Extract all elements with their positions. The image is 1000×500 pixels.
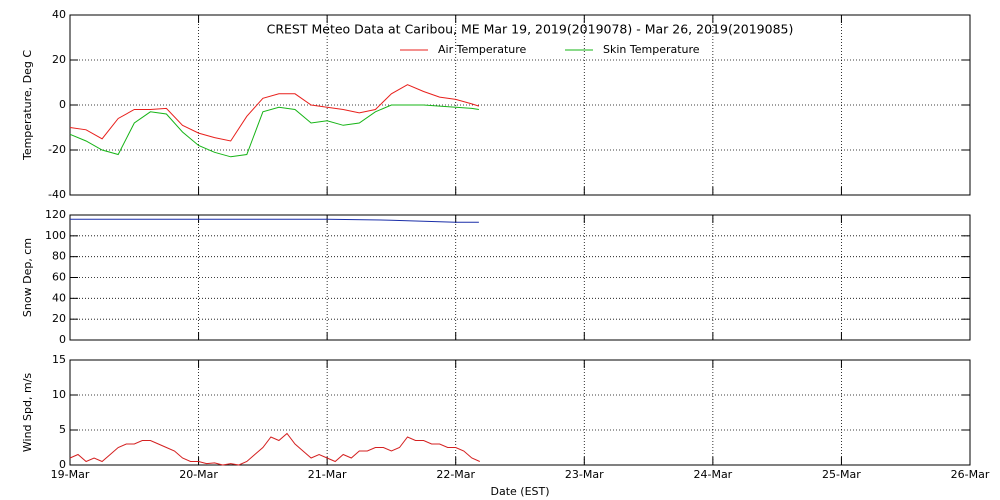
y-tick-label: 100 [45,229,66,242]
y-tick-label: 20 [52,312,66,325]
x-tick-label: 21-Mar [308,468,347,481]
data-line [69,104,479,158]
x-tick-label: 25-Mar [822,468,861,481]
y-axis-label: Temperature, Deg C [21,50,34,161]
x-tick-label: 24-Mar [693,468,732,481]
x-tick-label: 23-Mar [565,468,604,481]
y-tick-label: -40 [48,188,66,201]
y-tick-label: -20 [48,143,66,156]
y-axis-label: Snow Dep, cm [21,238,34,317]
legend-label: Air Temperature [438,43,527,56]
y-tick-label: 60 [52,271,66,284]
data-line [69,432,481,466]
x-tick-label: 22-Mar [436,468,475,481]
x-tick-label: 26-Mar [951,468,990,481]
y-tick-label: 40 [52,8,66,21]
x-tick-label: 19-Mar [51,468,90,481]
chart-title: CREST Meteo Data at Caribou, ME Mar 19, … [267,22,794,37]
y-tick-label: 0 [59,98,66,111]
y-tick-label: 10 [52,388,66,401]
x-axis-label: Date (EST) [490,485,549,498]
x-tick-label: 20-Mar [179,468,218,481]
plot-frame [69,359,971,466]
y-tick-label: 0 [59,458,66,471]
y-tick-label: 120 [45,208,66,221]
y-tick-label: 15 [52,353,66,366]
data-line [70,218,479,223]
y-tick-label: 20 [52,53,66,66]
data-line [69,84,480,142]
legend-label: Skin Temperature [603,43,700,56]
y-tick-label: 5 [59,423,66,436]
y-tick-label: 0 [59,333,66,346]
y-tick-label: 80 [52,250,66,263]
y-axis-label: Wind Spd, m/s [21,373,34,453]
y-tick-label: 40 [52,291,66,304]
